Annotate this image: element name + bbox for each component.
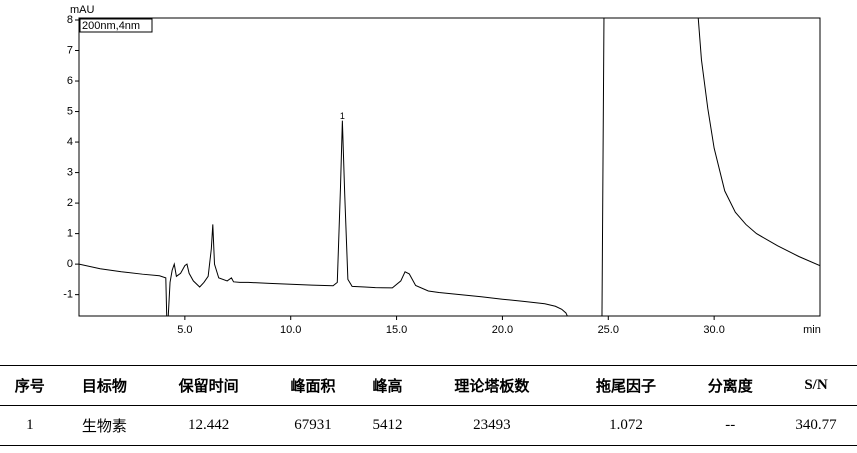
x-tick-label: 25.0: [598, 324, 619, 336]
table-cell: 67931: [294, 417, 332, 433]
header-cell: 理论塔板数: [454, 379, 530, 395]
y-tick-label: 0: [67, 258, 73, 270]
header-cell: 序号: [14, 379, 45, 395]
header-cell: 保留时间: [178, 379, 239, 395]
table-cell: 生物素: [81, 419, 127, 435]
plot-frame: [78, 17, 821, 317]
peak-label: 1: [340, 111, 345, 121]
y-tick-label: 2: [67, 197, 73, 209]
y-tick-label: -1: [63, 289, 73, 301]
header-row: 序号 目标物 保留时间 峰面积 峰高 理论塔板数 拖尾因子 分离度 S/N: [0, 365, 857, 406]
header-cell: 峰面积: [290, 379, 336, 395]
chart: mAU 200nm,4nm min -1 0 1 2 3 4 5 6 7 8 5.0 10.0 15.0…: [63, 4, 821, 336]
x-tick-label: 30.0: [703, 324, 724, 336]
results-table: 序号 目标物 保留时间 峰面积 峰高 理论塔板数 拖尾因子 分离度 S/N 1 生物素 12.442…: [0, 365, 857, 446]
table-cell: 1.072: [609, 417, 643, 433]
annotation: 200nm,4nm: [82, 20, 140, 32]
x-tick-label: 5.0: [177, 324, 192, 336]
table-body: 1 生物素 12.442 67931 5412 23493 1.072 -- 340.77: [0, 406, 857, 446]
y-tick-label: 4: [67, 136, 73, 148]
header-cell: S/N: [804, 377, 828, 393]
x-unit-label: min: [803, 324, 821, 336]
annotation-box: [79, 18, 153, 33]
trace: [79, 18, 820, 316]
x-tick-label: 20.0: [492, 324, 513, 336]
header-cell: 目标物: [81, 379, 127, 395]
x-tick-label: 10.0: [280, 324, 301, 336]
y-tick-label: 5: [67, 105, 73, 117]
table-cell: --: [725, 417, 736, 433]
y-unit-label: mAU: [70, 4, 95, 16]
table-cell: 12.442: [188, 417, 230, 433]
table-cell: 1: [26, 417, 34, 433]
y-tick-label: 8: [67, 14, 73, 26]
header-cell: 峰高: [372, 379, 403, 395]
y-tick-label: 7: [67, 44, 73, 56]
y-tick-label: 1: [67, 228, 73, 240]
y-tick-label: 6: [67, 75, 73, 87]
y-tick-label: 3: [67, 166, 73, 178]
header-cell: 分离度: [707, 379, 753, 395]
table-cell: 340.77: [795, 417, 837, 433]
table-cell: 23493: [473, 417, 511, 433]
x-tick-label: 15.0: [386, 324, 407, 336]
table-cell: 5412: [372, 417, 403, 433]
header-cell: 拖尾因子: [595, 379, 656, 395]
table-row: 1 生物素 12.442 67931 5412 23493 1.072 -- 340.77: [0, 406, 857, 446]
